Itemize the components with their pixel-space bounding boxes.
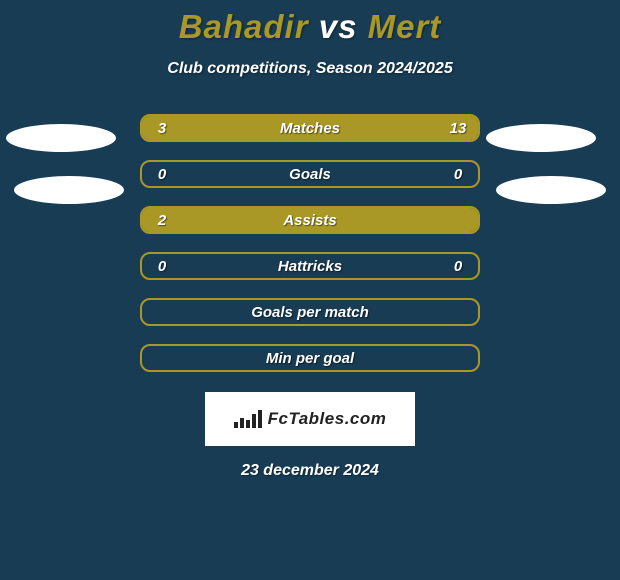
stat-value-left: 0 (142, 258, 182, 275)
stat-label: Assists (182, 212, 438, 229)
page-title: Bahadir vs Mert (0, 0, 620, 46)
stat-label: Min per goal (182, 350, 438, 367)
stats-container: 3Matches130Goals02Assists0Hattricks0Goal… (140, 114, 480, 372)
player2-name: Mert (368, 8, 442, 45)
logo-bar (234, 422, 238, 428)
stat-row: 3Matches13 (140, 114, 480, 142)
logo-bars-icon (234, 410, 262, 428)
avatar-placeholder (6, 124, 116, 152)
stat-row: 2Assists (140, 206, 480, 234)
stat-row: 0Hattricks0 (140, 252, 480, 280)
date-label: 23 december 2024 (0, 462, 620, 480)
avatar-placeholder (496, 176, 606, 204)
stat-row: Goals per match (140, 298, 480, 326)
vs-text: vs (319, 8, 358, 45)
stat-value-right: 0 (438, 258, 478, 275)
stat-value-left: 2 (142, 212, 182, 229)
subtitle: Club competitions, Season 2024/2025 (0, 60, 620, 78)
comparison-card: Bahadir vs Mert Club competitions, Seaso… (0, 0, 620, 580)
logo-bar (240, 418, 244, 428)
provider-logo: FcTables.com (205, 392, 415, 446)
player1-name: Bahadir (179, 8, 309, 45)
stat-value-right: 0 (438, 166, 478, 183)
stat-row: 0Goals0 (140, 160, 480, 188)
logo-bar (246, 420, 250, 428)
stat-value-left: 0 (142, 166, 182, 183)
avatar-placeholder (14, 176, 124, 204)
stat-value-right: 13 (438, 120, 478, 137)
stat-row: Min per goal (140, 344, 480, 372)
stat-value-left: 3 (142, 120, 182, 137)
stat-label: Goals per match (182, 304, 438, 321)
avatar-placeholder (486, 124, 596, 152)
provider-name: FcTables.com (268, 409, 387, 429)
stat-label: Matches (182, 120, 438, 137)
logo-bar (252, 414, 256, 428)
stat-label: Hattricks (182, 258, 438, 275)
logo-bar (258, 410, 262, 428)
stat-label: Goals (182, 166, 438, 183)
